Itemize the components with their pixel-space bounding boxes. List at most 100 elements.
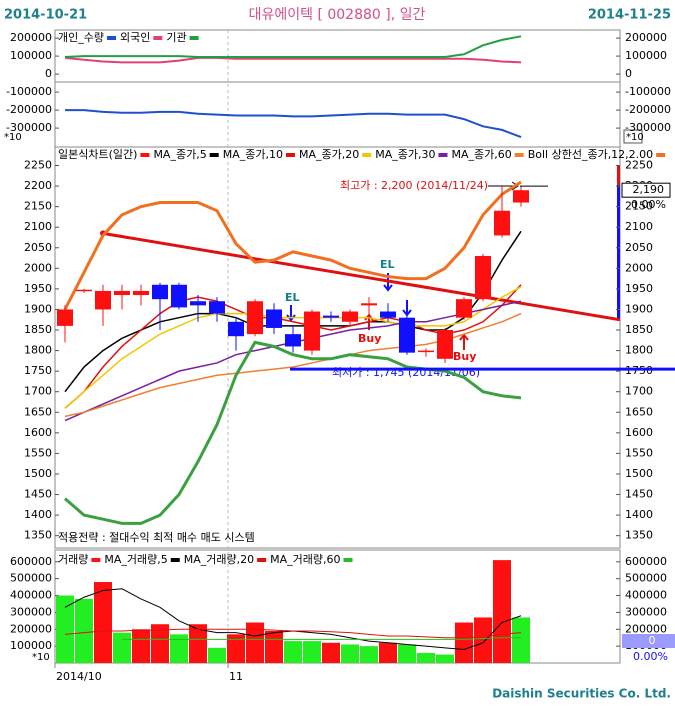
legend-label: MA_거래량,5 (104, 553, 167, 566)
change: 0.00% (633, 650, 668, 663)
legend-marker (285, 153, 295, 157)
legend-label: MA_종가,10 (223, 148, 283, 161)
legend-marker (257, 558, 267, 562)
legend-marker (153, 36, 163, 40)
series-line (64, 35, 522, 58)
volume-bar (436, 654, 454, 663)
volume-bar (113, 632, 131, 663)
candle-body (228, 321, 244, 337)
y-tick-label: 200000 (10, 622, 52, 635)
legend-marker (140, 153, 150, 157)
plot-area (64, 35, 522, 139)
candle-body (76, 289, 92, 292)
y-tick-label: 1450 (625, 488, 653, 501)
y-tick-label: 2100 (625, 220, 653, 233)
volume-bar (474, 617, 492, 663)
trend-line (102, 231, 620, 322)
candle-body (209, 301, 225, 314)
candle-body (437, 330, 453, 359)
volume-bar (151, 624, 169, 663)
legend-label: 기관 (166, 31, 186, 44)
chart-title: 대유에이텍 [ 002880 ], 일간 (249, 7, 426, 23)
volume-bar (417, 652, 435, 663)
y-tick-label: 200000 (625, 31, 667, 44)
candle-body (171, 284, 187, 308)
legend-label: MA_종가,30 (375, 148, 435, 161)
legend-label: MA_거래량,60 (270, 553, 340, 566)
legend-label: MA_종가,5 (153, 148, 206, 161)
series-line (64, 628, 522, 639)
legend-label: 외국인 (120, 31, 150, 44)
volume-bar (75, 598, 93, 663)
y-tick-label: 1650 (625, 405, 653, 418)
volume-bar (493, 560, 511, 663)
y-tick-label: 1600 (24, 426, 52, 439)
panel-frames (54, 29, 621, 668)
y-tick-label: 2050 (24, 241, 52, 254)
y-tick-label: 1900 (625, 302, 653, 315)
y-tick-label: 2200 (24, 179, 52, 192)
candle-body (399, 317, 415, 353)
change: 0.00% (631, 198, 666, 211)
candle-body (380, 311, 396, 318)
signal: Buy (453, 350, 476, 363)
last-price: 2,190 (633, 183, 665, 196)
y-tick-label: 1700 (24, 385, 52, 398)
y-tick-label: 100000 (10, 49, 52, 62)
y-tick-label: 0 (45, 67, 52, 80)
legend-label: MA_거래량,20 (184, 553, 254, 566)
y-tick-label: 2050 (625, 241, 653, 254)
volume-bar (56, 595, 74, 663)
y-tick-label: 1950 (625, 282, 653, 295)
y-tick-label: 1400 (24, 508, 52, 521)
legend-marker (514, 153, 524, 157)
last-price-box (621, 182, 671, 198)
candle-body (361, 303, 377, 306)
y-tick-label: 1650 (24, 405, 52, 418)
candle-body (304, 311, 320, 351)
y-tick-label: 500000 (625, 572, 667, 585)
end-date: 2014-11-25 (588, 8, 671, 23)
volume-bar (170, 634, 188, 663)
multiplier: *10 (626, 132, 644, 143)
volume-bar (322, 642, 340, 663)
legend-label: 개인_수량 (58, 31, 104, 44)
candle-body (114, 290, 130, 296)
volume-bar (455, 622, 473, 663)
y-tick-label: 1850 (24, 323, 52, 336)
y-tick-label: 1500 (24, 467, 52, 480)
volume-bar (94, 582, 112, 663)
candle-body (285, 334, 301, 347)
legend-label: 거래량 (58, 553, 88, 566)
candle-body (475, 255, 491, 300)
y-tick-label: 1750 (625, 364, 653, 377)
candle-body (456, 299, 472, 318)
side-bar (617, 165, 620, 185)
signal: Buy (358, 332, 381, 345)
volume-bar (398, 644, 416, 663)
candle-body (513, 190, 529, 203)
strategy-label: 적용전략 : 절대수익 최적 매수 매도 시스템 (58, 531, 255, 544)
y-tick-label: 200000 (625, 622, 667, 635)
candle-body (494, 210, 510, 236)
y-tick-label: 1950 (24, 282, 52, 295)
y-tick-label: 500000 (10, 572, 52, 585)
last-volume-box (622, 634, 675, 648)
legend-marker (656, 153, 666, 157)
y-tick-label: 2000 (24, 261, 52, 274)
y-tick-label: 1900 (24, 302, 52, 315)
legend-label: Boll 상한선_종가,12,2.00 (528, 148, 653, 161)
y-tick-label: 0 (625, 67, 632, 80)
y-tick-label: 1350 (625, 529, 653, 542)
y-tick-label: 1850 (625, 323, 653, 336)
candle-body (190, 301, 206, 306)
candle-body (342, 311, 358, 322)
volume-bar (246, 622, 264, 663)
y-tick-label: 100000 (10, 639, 52, 652)
y-tick-label: -200000 (625, 103, 671, 116)
y-tick-label: 1550 (625, 446, 653, 459)
y-tick-label: -300000 (6, 121, 52, 134)
volume-bar (265, 630, 283, 663)
multiplier-box (623, 129, 643, 144)
